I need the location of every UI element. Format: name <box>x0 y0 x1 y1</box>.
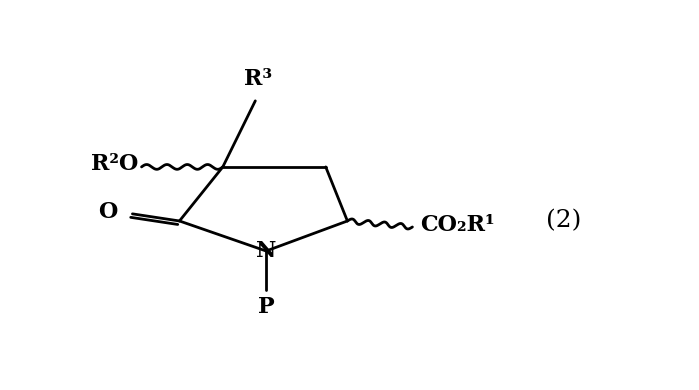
Text: O: O <box>98 201 117 223</box>
Text: R³: R³ <box>244 68 272 90</box>
Text: P: P <box>258 296 275 317</box>
Text: CO₂R¹: CO₂R¹ <box>421 215 496 236</box>
Text: (2): (2) <box>547 209 582 232</box>
Text: N: N <box>256 240 276 262</box>
Text: R²O: R²O <box>92 153 139 175</box>
